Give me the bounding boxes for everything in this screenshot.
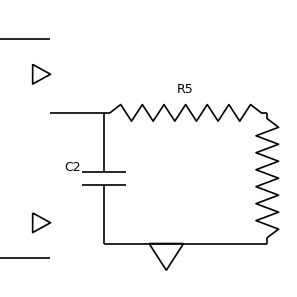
Text: R5: R5: [177, 83, 194, 96]
Text: C2: C2: [64, 161, 81, 174]
